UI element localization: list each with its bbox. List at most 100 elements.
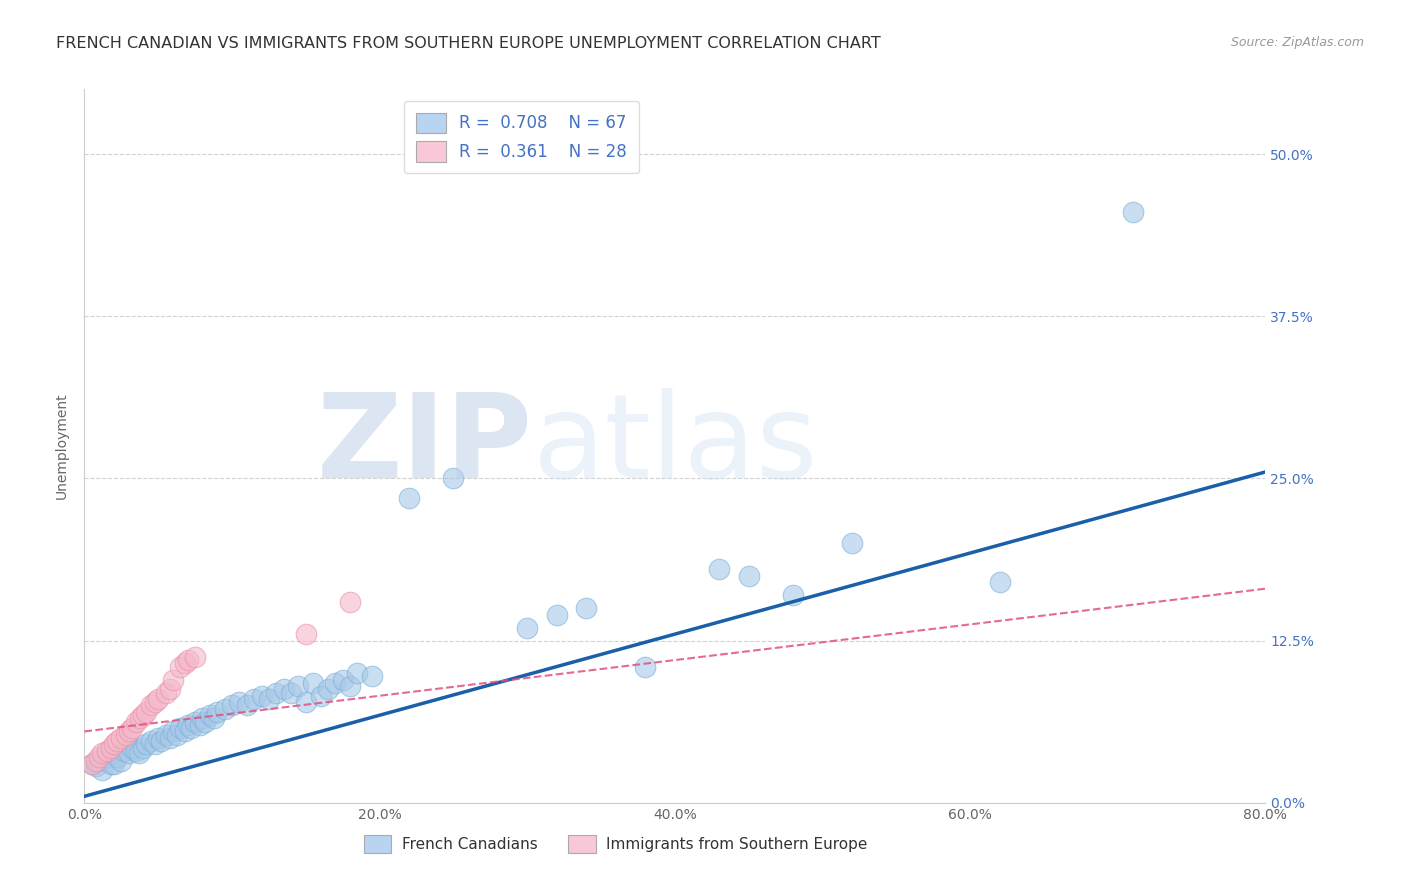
Point	[443, 471, 465, 485]
Point	[150, 733, 173, 747]
Point	[100, 741, 122, 756]
Point	[546, 607, 568, 622]
Text: atlas: atlas	[533, 389, 818, 503]
Point	[184, 715, 207, 730]
Point	[139, 733, 162, 747]
Point	[132, 741, 155, 756]
Point	[339, 595, 361, 609]
Point	[125, 715, 148, 730]
Y-axis label: Unemployment: Unemployment	[55, 392, 69, 500]
Point	[121, 741, 143, 756]
Point	[177, 653, 200, 667]
Point	[250, 690, 273, 704]
Point	[273, 681, 295, 696]
Point	[302, 676, 325, 690]
Point	[84, 759, 107, 773]
Point	[198, 707, 221, 722]
Point	[80, 756, 103, 771]
Point	[128, 747, 150, 761]
Point	[295, 627, 318, 641]
Point	[207, 705, 229, 719]
Point	[339, 679, 361, 693]
Point	[169, 659, 191, 673]
Point	[135, 705, 157, 719]
Point	[782, 588, 804, 602]
Point	[516, 621, 538, 635]
Point	[110, 731, 132, 745]
Point	[221, 698, 243, 713]
Point	[575, 601, 598, 615]
Point	[100, 756, 122, 771]
Point	[129, 711, 152, 725]
Point	[118, 747, 141, 761]
Point	[398, 491, 420, 505]
Point	[214, 702, 236, 716]
Point	[103, 738, 125, 752]
Point	[738, 568, 761, 582]
Point	[96, 744, 118, 758]
Point	[112, 744, 135, 758]
Point	[180, 721, 202, 735]
Point	[188, 718, 211, 732]
Point	[155, 728, 177, 742]
Point	[162, 673, 184, 687]
Text: Source: ZipAtlas.com: Source: ZipAtlas.com	[1230, 36, 1364, 49]
Point	[202, 711, 225, 725]
Point	[121, 721, 143, 735]
Point	[709, 562, 731, 576]
Point	[1122, 205, 1144, 219]
Point	[103, 756, 125, 771]
Point	[132, 707, 155, 722]
Point	[143, 695, 166, 709]
Point	[309, 690, 332, 704]
Point	[325, 676, 347, 690]
Point	[177, 718, 200, 732]
Text: ZIP: ZIP	[318, 389, 533, 503]
Point	[266, 685, 288, 699]
Point	[91, 764, 114, 778]
Point	[257, 692, 280, 706]
Point	[87, 750, 111, 764]
Point	[110, 754, 132, 768]
Point	[84, 754, 107, 768]
Point	[105, 750, 128, 764]
Point	[194, 715, 217, 730]
Point	[228, 695, 250, 709]
Point	[287, 679, 309, 693]
Point	[191, 711, 214, 725]
Point	[841, 536, 863, 550]
Point	[634, 659, 657, 673]
Point	[361, 668, 384, 682]
Point	[280, 685, 302, 699]
Point	[173, 724, 195, 739]
Point	[184, 650, 207, 665]
Point	[135, 738, 157, 752]
Point	[173, 656, 195, 670]
Point	[87, 754, 111, 768]
Point	[243, 692, 266, 706]
Point	[91, 747, 114, 761]
Point	[159, 731, 181, 745]
Point	[155, 685, 177, 699]
Legend: French Canadians, Immigrants from Southern Europe: French Canadians, Immigrants from Southe…	[357, 829, 875, 859]
Point	[346, 666, 368, 681]
Point	[148, 692, 170, 706]
Point	[114, 728, 136, 742]
Point	[988, 575, 1011, 590]
Point	[139, 698, 162, 713]
Point	[169, 721, 191, 735]
Point	[143, 738, 166, 752]
Point	[332, 673, 354, 687]
Point	[96, 750, 118, 764]
Point	[162, 724, 184, 739]
Point	[159, 681, 181, 696]
Point	[125, 744, 148, 758]
Point	[316, 681, 339, 696]
Point	[236, 698, 259, 713]
Point	[166, 728, 188, 742]
Point	[295, 695, 318, 709]
Text: FRENCH CANADIAN VS IMMIGRANTS FROM SOUTHERN EUROPE UNEMPLOYMENT CORRELATION CHAR: FRENCH CANADIAN VS IMMIGRANTS FROM SOUTH…	[56, 36, 882, 51]
Point	[105, 733, 128, 747]
Point	[80, 756, 103, 771]
Point	[148, 731, 170, 745]
